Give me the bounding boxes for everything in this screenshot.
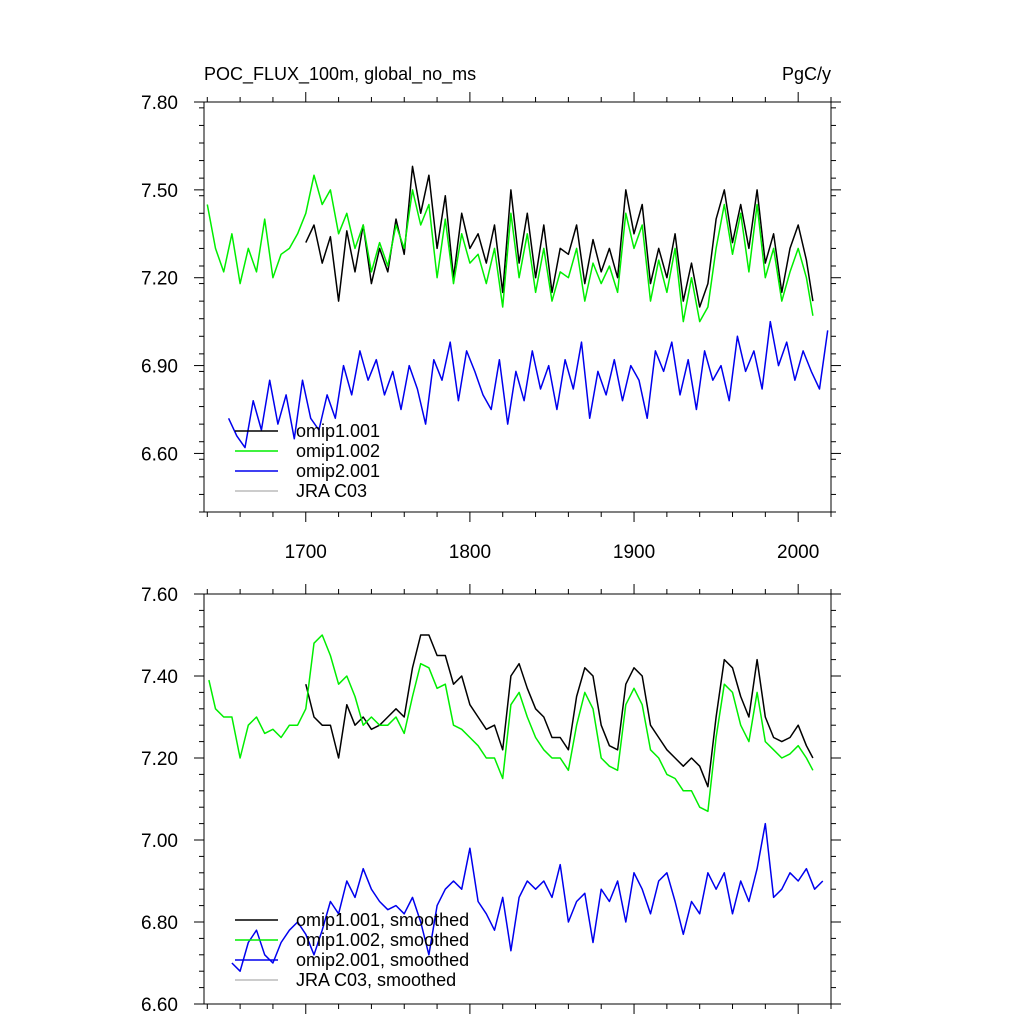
legend-label: omip1.002, smoothed xyxy=(296,930,469,950)
legend-label: omip1.001 xyxy=(296,421,380,441)
x-tick-label: 1800 xyxy=(449,542,491,563)
chart-title: POC_FLUX_100m, global_no_ms xyxy=(204,64,476,85)
y-tick-label: 6.60 xyxy=(141,444,178,465)
legend-label: JRA C03 xyxy=(296,481,367,501)
series-line xyxy=(208,634,814,813)
y-tick-label: 7.40 xyxy=(141,667,178,688)
series-line xyxy=(305,634,814,788)
x-tick-label: 1700 xyxy=(285,542,327,563)
axis-ticks: 1700 1800 1900 2000 6.60 6.90 7.20 7.50 7.80 xyxy=(141,92,841,563)
series-group xyxy=(208,634,824,972)
top-panel: POC_FLUX_100m, global_no_ms PgC/y 1700 18… xyxy=(141,64,841,563)
y-tick-label: 7.20 xyxy=(141,269,178,290)
bottom-panel: 6.60 6.80 7.00 7.20 7.40 7.60 omip1.001, smoo… xyxy=(141,584,841,1016)
axis-ticks: 6.60 6.80 7.00 7.20 7.40 7.60 xyxy=(141,584,841,1016)
x-tick-label: 2000 xyxy=(777,542,819,563)
plot-frame xyxy=(203,593,832,1005)
y-tick-label: 7.80 xyxy=(141,93,178,114)
series-line xyxy=(231,822,824,972)
y-tick-label: 6.80 xyxy=(141,913,178,934)
legend-label: omip2.001, smoothed xyxy=(296,950,469,970)
x-tick-label: 1900 xyxy=(613,542,655,563)
y-tick-label: 7.00 xyxy=(141,831,178,852)
series-group xyxy=(206,165,829,449)
legend-label: omip2.001 xyxy=(296,461,380,481)
y-tick-label: 7.60 xyxy=(141,585,178,606)
y-tick-label: 6.60 xyxy=(141,995,178,1016)
y-tick-label: 6.90 xyxy=(141,357,178,378)
plot-frame xyxy=(203,101,832,513)
units-label: PgC/y xyxy=(782,64,831,84)
legend-label: JRA C03, smoothed xyxy=(296,970,456,990)
legend-label: omip1.002 xyxy=(296,441,380,461)
series-line xyxy=(206,174,814,323)
series-line xyxy=(305,165,814,308)
y-tick-label: 7.20 xyxy=(141,749,178,770)
y-tick-label: 7.50 xyxy=(141,181,178,202)
legend-label: omip1.001, smoothed xyxy=(296,910,469,930)
series-line xyxy=(227,320,829,449)
